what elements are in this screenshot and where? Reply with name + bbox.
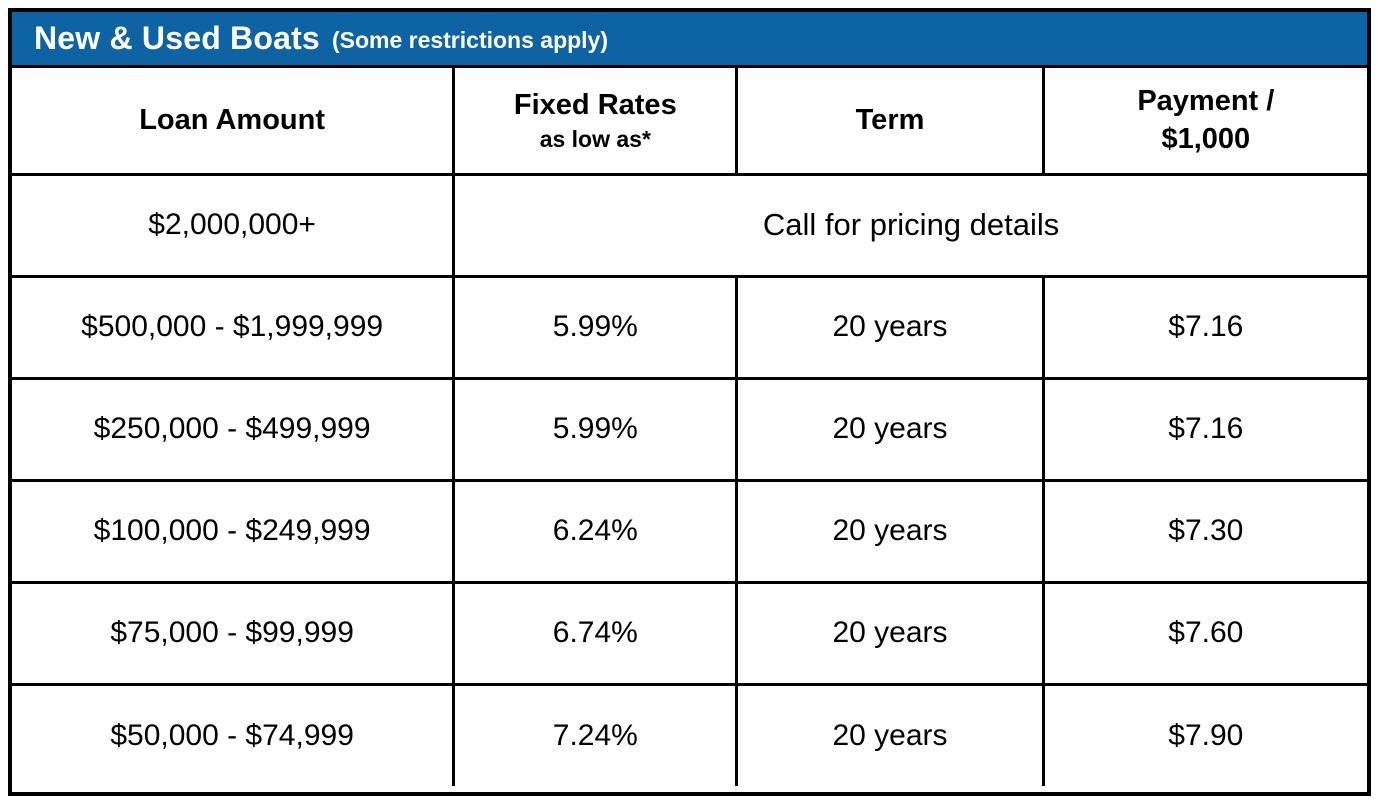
term-cell: 20 years: [735, 478, 1045, 584]
rate-cell: 6.24%: [452, 478, 739, 584]
header-row: Loan Amount Fixed Rates as low as* Term …: [10, 66, 1369, 176]
fixed-rates-label: Fixed Rates: [513, 88, 677, 121]
rate-table-sheet: New & Used Boats (Some restrictions appl…: [8, 8, 1371, 796]
term-cell: 20 years: [735, 376, 1045, 482]
rate-cell: 5.99%: [452, 274, 739, 380]
rate-cell: 6.74%: [452, 580, 739, 686]
payment-cell: $7.30: [1041, 478, 1369, 584]
payment-cell: $7.60: [1041, 580, 1369, 686]
column-header-loan-amount: Loan Amount: [10, 66, 456, 176]
column-header-fixed-rates: Fixed Rates as low as*: [452, 66, 739, 176]
table-row: $100,000 - $249,999 6.24% 20 years $7.30: [10, 478, 1369, 584]
rate-cell: 7.24%: [452, 682, 739, 788]
rate-cell: 5.99%: [452, 376, 739, 482]
column-header-term: Term: [735, 66, 1045, 176]
table-row: $500,000 - $1,999,999 5.99% 20 years $7.…: [10, 274, 1369, 380]
term-cell: 20 years: [735, 580, 1045, 686]
payment-label-line1: Payment /: [1137, 85, 1275, 117]
table-row: $75,000 - $99,999 6.74% 20 years $7.60: [10, 580, 1369, 686]
loan-amount-cell: $250,000 - $499,999: [10, 376, 456, 482]
payment-cell: $7.90: [1041, 682, 1369, 788]
table-title: New & Used Boats: [34, 20, 320, 56]
loan-amount-cell: $50,000 - $74,999: [10, 682, 456, 788]
payment-label-line2: $1,000: [1161, 123, 1251, 156]
call-for-pricing-cell: Call for pricing details: [452, 172, 1369, 278]
boat-loan-rates-table: Loan Amount Fixed Rates as low as* Term …: [10, 66, 1369, 788]
table-title-bar: New & Used Boats (Some restrictions appl…: [12, 12, 1367, 68]
payment-cell: $7.16: [1041, 274, 1369, 380]
table-row: $50,000 - $74,999 7.24% 20 years $7.90: [10, 682, 1369, 788]
term-cell: 20 years: [735, 274, 1045, 380]
payment-cell: $7.16: [1041, 376, 1369, 482]
as-low-as-label: as low as*: [539, 126, 651, 152]
table-row: $2,000,000+ Call for pricing details: [10, 172, 1369, 278]
table-title-restrictions-note: (Some restrictions apply): [331, 27, 609, 53]
term-cell: 20 years: [735, 682, 1045, 788]
loan-amount-cell: $2,000,000+: [10, 172, 456, 278]
loan-amount-cell: $75,000 - $99,999: [10, 580, 456, 686]
loan-amount-cell: $100,000 - $249,999: [10, 478, 456, 584]
loan-amount-cell: $500,000 - $1,999,999: [10, 274, 456, 380]
table-row: $250,000 - $499,999 5.99% 20 years $7.16: [10, 376, 1369, 482]
column-header-payment: Payment / $1,000: [1041, 66, 1369, 176]
